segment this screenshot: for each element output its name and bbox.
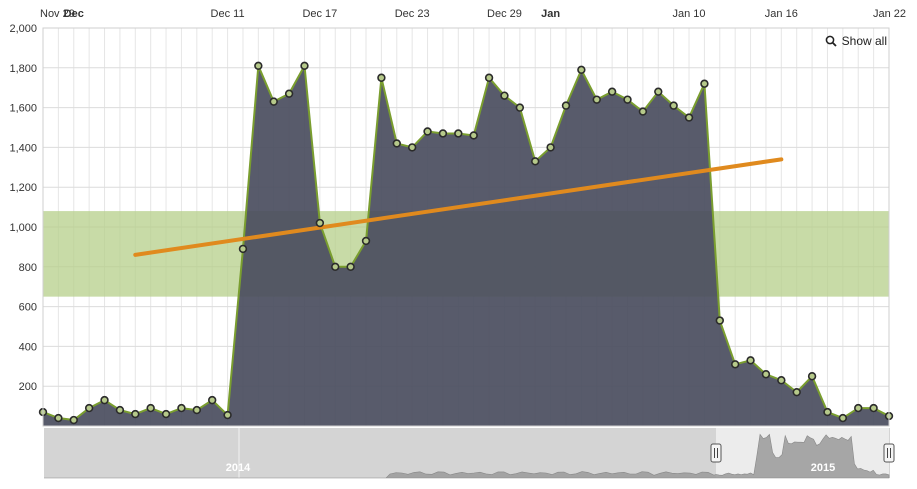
data-point [300, 61, 309, 71]
x-tick-label: Jan [541, 8, 560, 20]
data-point [577, 65, 586, 74]
data-point [392, 139, 401, 148]
plot-border [42, 27, 890, 427]
y-tick-label: 200 [19, 381, 37, 393]
data-point [531, 157, 540, 166]
x-tick-label: Jan 10 [673, 8, 706, 20]
data-point [792, 387, 801, 397]
data-point [284, 89, 294, 98]
y-tick-label: 800 [19, 262, 37, 274]
y-tick-label: 1,000 [9, 222, 37, 234]
data-point [623, 95, 632, 104]
data-point [730, 360, 740, 369]
data-point [869, 403, 878, 413]
x-tick-label: Dec 17 [302, 8, 337, 20]
navigator-right-handle[interactable] [883, 443, 895, 463]
data-point [807, 372, 817, 381]
handle-body [883, 443, 895, 463]
data-point [592, 95, 601, 104]
y-tick-label: 600 [19, 302, 37, 314]
navigator-year-label: 2015 [811, 462, 835, 474]
data-point [761, 370, 771, 379]
data-point [438, 129, 448, 138]
data-point [238, 244, 248, 254]
data-point [161, 409, 171, 419]
y-tick-label: 1,600 [9, 103, 37, 115]
data-point [546, 143, 555, 152]
data-point [192, 405, 202, 415]
data-point [377, 73, 386, 82]
data-point [115, 405, 125, 415]
data-point [269, 97, 278, 106]
data-point [515, 103, 525, 112]
data-point [315, 218, 325, 228]
y-tick-label: 1,400 [9, 142, 37, 154]
data-point [454, 129, 463, 138]
data-point [838, 413, 848, 423]
data-point [54, 413, 63, 423]
data-point [254, 61, 263, 71]
data-point [484, 73, 494, 82]
data-point [638, 107, 648, 116]
data-point [223, 410, 232, 420]
data-point [700, 79, 709, 88]
zoom-icon [825, 35, 837, 47]
x-tick-label: Dec 29 [487, 8, 522, 20]
data-point [607, 87, 617, 96]
data-point [69, 415, 78, 425]
data-point [361, 236, 371, 246]
data-point [854, 403, 863, 413]
x-tick-label: Dec [64, 8, 84, 20]
y-tick-label: 2,000 [9, 23, 37, 35]
data-point [500, 91, 509, 100]
data-point [669, 101, 678, 110]
data-point [654, 87, 663, 96]
x-tick-label: Jan 22 [873, 8, 906, 20]
y-tick-label: 400 [19, 341, 37, 353]
x-tick-label: Nov 29 [40, 8, 75, 20]
data-point [407, 143, 417, 152]
navigator-left-handle[interactable] [710, 443, 722, 463]
data-point [146, 403, 155, 413]
x-tick-label: Jan 16 [765, 8, 798, 20]
area-series [43, 65, 889, 426]
data-point [346, 262, 355, 271]
show-all-label: Show all [841, 34, 887, 48]
navigator-year-label: 2014 [226, 462, 251, 474]
show-all-button[interactable]: Show all [825, 34, 887, 48]
data-point [208, 395, 217, 405]
handle-body [710, 443, 722, 463]
data-point [84, 403, 94, 413]
data-point [177, 403, 186, 413]
data-point [469, 131, 478, 140]
data-point [131, 409, 140, 419]
data-point [561, 101, 571, 110]
y-tick-label: 1,800 [9, 63, 37, 75]
data-point [715, 316, 724, 325]
trend-line [133, 157, 784, 257]
data-point [823, 407, 832, 417]
data-point [684, 113, 694, 122]
data-point [423, 127, 432, 136]
data-point [777, 376, 786, 385]
navigator-series [44, 433, 890, 479]
x-tick-label: Dec 11 [211, 8, 245, 20]
x-tick-label: Dec 23 [395, 8, 430, 20]
data-point [746, 356, 755, 365]
data-point [331, 262, 340, 271]
data-point [100, 395, 109, 405]
y-tick-label: 1,200 [9, 182, 37, 194]
